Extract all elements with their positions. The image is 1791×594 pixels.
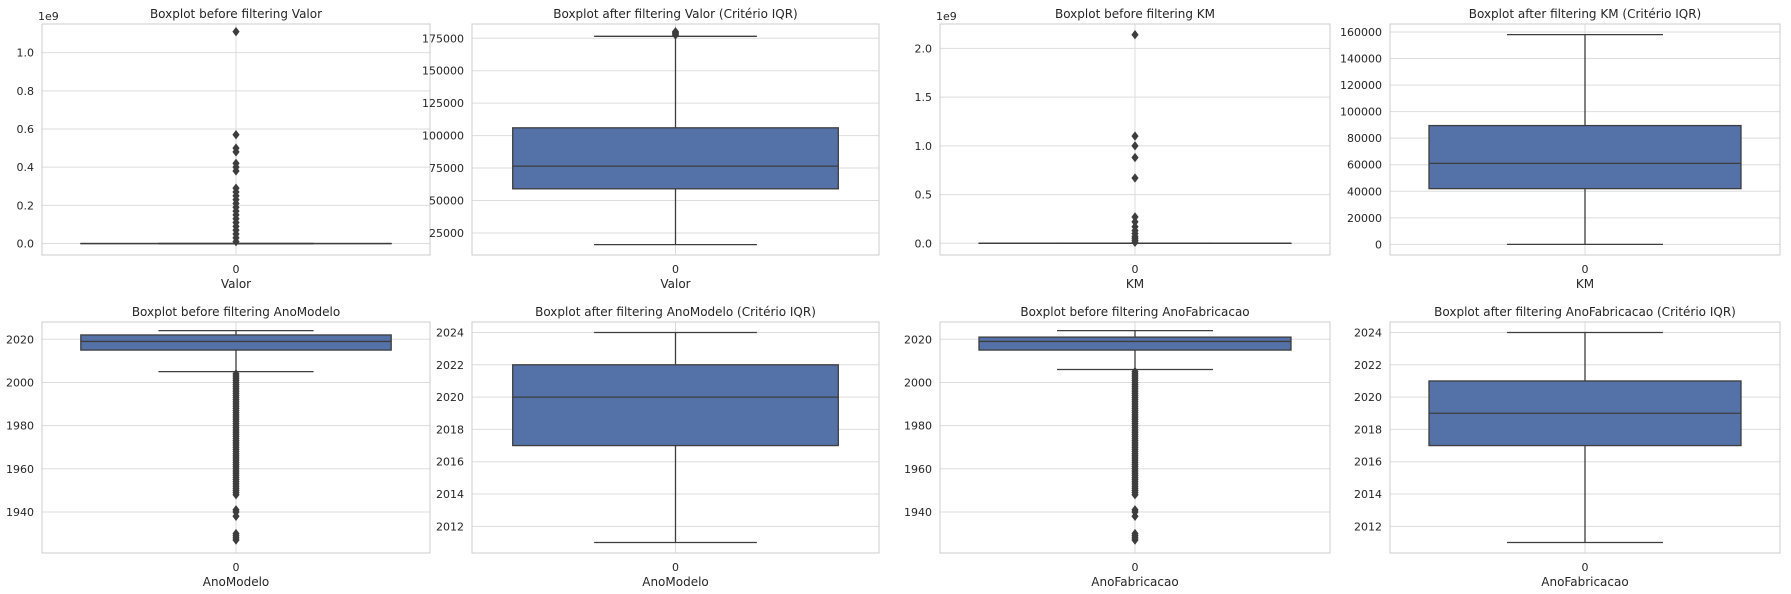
y-tick-label: 150000 [422, 65, 464, 78]
y-tick-label: 2018 [436, 423, 464, 436]
y-tick-label: 2018 [1354, 423, 1382, 436]
iqr-box [513, 128, 839, 189]
y-tick-label: 2020 [6, 333, 34, 346]
y-tick-label: 1.5 [915, 91, 933, 104]
iqr-box [513, 365, 839, 446]
x-tick-label: 0 [1132, 263, 1139, 276]
y-tick-label: 2020 [904, 333, 932, 346]
y-tick-label: 2014 [1354, 488, 1382, 501]
x-tick-label: 0 [233, 263, 240, 276]
y-tick-label: 0.0 [17, 238, 35, 251]
y-tick-label: 75000 [429, 162, 464, 175]
y-tick-label: 2012 [1354, 520, 1382, 533]
outlier-point [1131, 30, 1138, 39]
x-tick-label: 0 [1582, 263, 1589, 276]
chart-panel-2: 25000 50000 75000 100000 125000 150000 175000 B… [422, 7, 879, 291]
chart-title: Boxplot before filtering AnoFabricacao [1020, 305, 1249, 319]
y-tick-label: 160000 [1340, 26, 1382, 39]
y-tick-label: 2016 [436, 456, 464, 469]
y-tick-label: 50000 [429, 194, 464, 207]
x-axis-label: AnoModelo [203, 575, 270, 589]
chart-panel-8: 2012 2014 2016 2018 2020 2022 2024 Boxplot afte… [1354, 305, 1780, 589]
y-tick-label: 2000 [6, 376, 34, 389]
y-tick-label: 1940 [6, 506, 34, 519]
y-tick-label: 1.0 [915, 140, 933, 153]
y-tick-label: 0.5 [915, 189, 933, 202]
y-tick-label: 80000 [1347, 132, 1382, 145]
y-tick-label: 2014 [436, 488, 464, 501]
outlier-point [1131, 131, 1138, 140]
chart-title: Boxplot after filtering KM (Critério IQR… [1469, 7, 1702, 21]
outlier-point [1131, 173, 1138, 182]
y-tick-label: 1940 [904, 506, 932, 519]
y-tick-label: 0.0 [915, 237, 933, 250]
y-tick-label: 100000 [1340, 106, 1382, 119]
chart-panel-4: 0 20000 40000 60000 80000 100000 120000 140000 1… [1340, 7, 1780, 291]
y-tick-label: 2024 [1354, 327, 1382, 340]
y-tick-label: 2022 [436, 359, 464, 372]
x-axis-label: AnoModelo [642, 575, 709, 589]
x-axis-label: AnoFabricacao [1091, 575, 1178, 589]
chart-title: Boxplot before filtering Valor [150, 7, 322, 21]
x-axis-label: KM [1576, 277, 1594, 291]
chart-panel-3: 0.0 0.5 1.0 1.5 2.0 Boxplot before filtering … [915, 7, 1331, 291]
y-tick-label: 1960 [904, 463, 932, 476]
x-axis-label: Valor [221, 277, 251, 291]
x-tick-label: 0 [233, 561, 240, 574]
y-tick-label: 2022 [1354, 359, 1382, 372]
y-tick-label: 20000 [1347, 212, 1382, 225]
y-tick-label: 2020 [436, 391, 464, 404]
y-tick-label: 0.6 [17, 123, 35, 136]
y-tick-label: 40000 [1347, 185, 1382, 198]
x-tick-label: 0 [1582, 561, 1589, 574]
y-tick-label: 125000 [422, 97, 464, 110]
outlier-point [232, 27, 239, 36]
x-tick-label: 0 [672, 561, 679, 574]
y-tick-label: 2016 [1354, 456, 1382, 469]
offset-text: 1e9 [936, 10, 957, 23]
chart-panel-1: 0.0 0.2 0.4 0.6 0.8 1.0 Boxplot before filteri… [17, 7, 431, 291]
chart-title: Boxplot after filtering Valor (Critério … [553, 7, 798, 21]
iqr-box [979, 337, 1291, 350]
chart-panel-6: 2012 2014 2016 2018 2020 2022 2024 Boxplot afte… [436, 305, 879, 589]
outlier-point [232, 130, 239, 139]
iqr-box [81, 335, 391, 350]
y-tick-label: 60000 [1347, 159, 1382, 172]
y-tick-label: 2.0 [915, 42, 933, 55]
y-tick-label: 0.4 [17, 161, 35, 174]
y-tick-label: 140000 [1340, 53, 1382, 66]
y-tick-label: 0 [1375, 238, 1382, 251]
y-tick-label: 25000 [429, 227, 464, 240]
y-tick-label: 1.0 [17, 47, 35, 60]
y-tick-label: 1980 [904, 420, 932, 433]
y-tick-label: 100000 [422, 130, 464, 143]
y-tick-label: 1980 [6, 420, 34, 433]
x-axis-label: Valor [660, 277, 690, 291]
chart-title: Boxplot after filtering AnoModelo (Crité… [535, 305, 816, 319]
chart-title: Boxplot before filtering KM [1055, 7, 1215, 21]
outlier-point [1131, 141, 1138, 150]
outlier-point [1131, 153, 1138, 162]
x-axis-label: AnoFabricacao [1541, 575, 1628, 589]
chart-panel-7: 1940 1960 1980 2000 2020 Boxplot before filte… [904, 305, 1330, 589]
y-tick-label: 0.2 [17, 199, 35, 212]
y-tick-label: 1960 [6, 463, 34, 476]
y-tick-label: 2012 [436, 520, 464, 533]
x-tick-label: 0 [1132, 561, 1139, 574]
y-tick-label: 175000 [422, 32, 464, 45]
x-tick-label: 0 [672, 263, 679, 276]
chart-title: Boxplot before filtering AnoModelo [132, 305, 340, 319]
y-tick-label: 2024 [436, 327, 464, 340]
chart-panel-5: 1940 1960 1980 2000 2020 Boxplot before filte… [6, 305, 430, 589]
y-tick-label: 0.8 [17, 85, 35, 98]
offset-text: 1e9 [38, 10, 59, 23]
y-tick-label: 2000 [904, 376, 932, 389]
chart-title: Boxplot after filtering AnoFabricacao (C… [1434, 305, 1736, 319]
y-tick-label: 2020 [1354, 391, 1382, 404]
y-tick-label: 120000 [1340, 79, 1382, 92]
x-axis-label: KM [1126, 277, 1144, 291]
iqr-box [1429, 126, 1741, 189]
